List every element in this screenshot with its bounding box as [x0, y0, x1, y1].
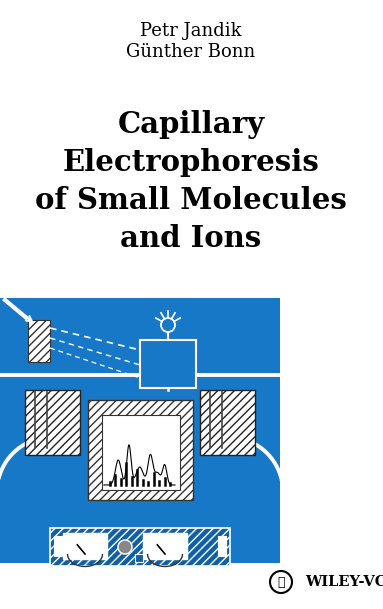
Bar — [28, 320, 50, 362]
Bar — [88, 400, 193, 500]
Bar — [218, 536, 226, 556]
Bar — [25, 390, 80, 455]
Bar — [0, 298, 280, 563]
Text: Petr Jandik: Petr Jandik — [140, 22, 242, 40]
Bar — [50, 528, 230, 566]
Text: Capillary: Capillary — [118, 110, 265, 139]
Bar — [54, 536, 62, 556]
Text: and Ions: and Ions — [120, 224, 262, 253]
Bar — [63, 533, 107, 559]
Circle shape — [118, 540, 132, 554]
Bar — [102, 415, 180, 490]
Bar — [140, 340, 196, 388]
Bar — [135, 554, 143, 562]
Bar — [200, 390, 255, 455]
Text: Electrophoresis: Electrophoresis — [62, 148, 319, 177]
Text: Ⓦ: Ⓦ — [277, 576, 285, 588]
Bar — [143, 533, 187, 559]
Text: Günther Bonn: Günther Bonn — [126, 43, 255, 61]
Text: WILEY-VCH: WILEY-VCH — [305, 575, 383, 589]
Text: of Small Molecules: of Small Molecules — [35, 186, 347, 215]
